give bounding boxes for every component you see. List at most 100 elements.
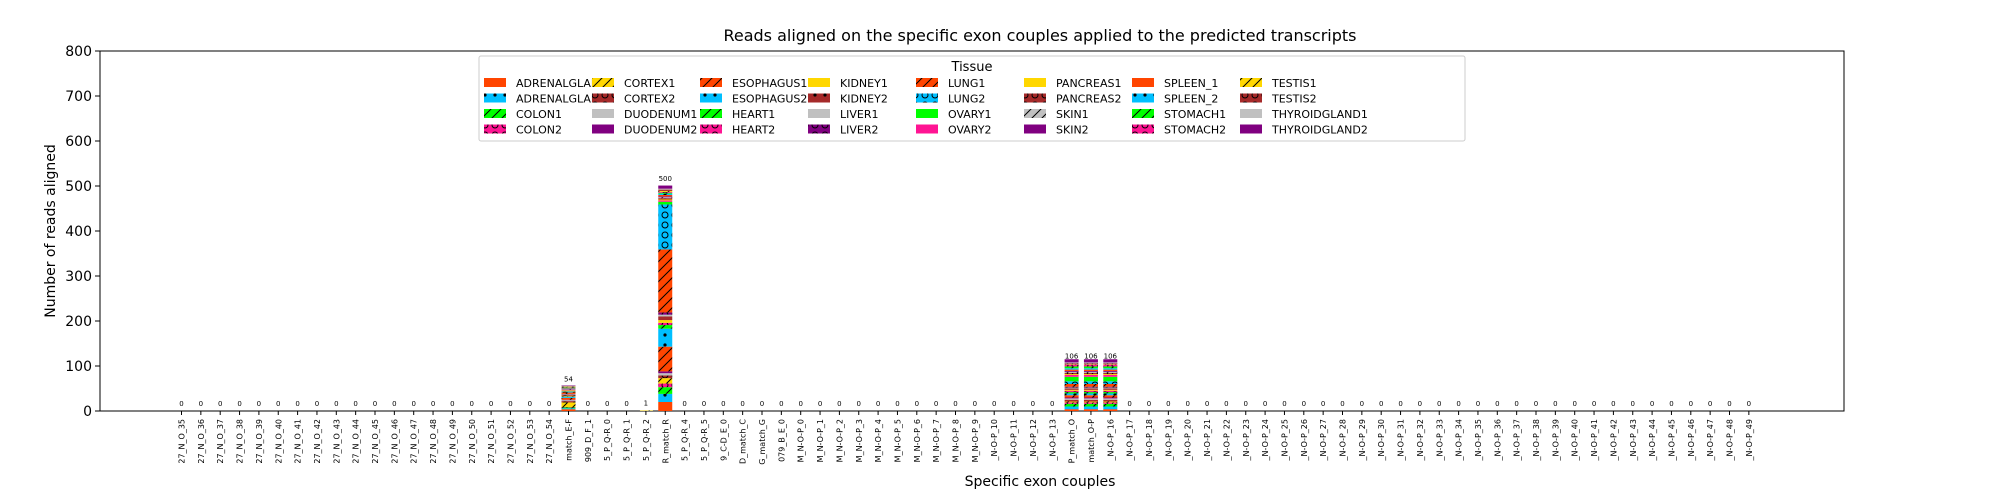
bar-segment — [658, 328, 673, 347]
legend-swatch — [808, 93, 830, 103]
legend-swatch — [484, 124, 506, 134]
legend-swatch — [1132, 78, 1154, 87]
legend-swatch — [916, 109, 938, 118]
legend-label: OVARY2 — [948, 124, 991, 137]
bar-segment — [658, 198, 673, 200]
bar-segment — [561, 397, 576, 400]
bar-segment — [561, 409, 576, 411]
x-tick-label: 27_N_O_35 — [178, 419, 187, 464]
bar-segment — [658, 316, 673, 321]
legend-item: OVARY1 — [916, 108, 991, 121]
bar-segment — [1083, 398, 1098, 400]
total-label: 0 — [276, 400, 280, 408]
legend-swatch — [592, 109, 614, 118]
bar-segment — [1064, 381, 1079, 384]
bar-segment — [1083, 409, 1098, 411]
x-tick-label: _N-O-P_25 — [1280, 419, 1289, 462]
legend-label: ESOPHAGUS1 — [732, 77, 807, 90]
bar-segment — [658, 189, 673, 191]
legend-label: DUODENUM1 — [624, 108, 697, 121]
total-label: 0 — [1379, 400, 1383, 408]
bar-segment — [1103, 384, 1118, 387]
x-tick-label: 27_N_O_39 — [255, 419, 264, 464]
x-tick-label: R_match_R — [661, 419, 670, 464]
legend-label: THYROIDGLAND1 — [1271, 108, 1368, 121]
bar-segment — [1083, 384, 1098, 387]
legend-swatch — [1240, 124, 1262, 134]
legend-label: STOMACH1 — [1164, 108, 1226, 121]
total-label: 0 — [1689, 400, 1693, 408]
bar-segment — [1103, 381, 1118, 384]
total-label: 0 — [1147, 400, 1151, 408]
bar-segment — [1064, 392, 1079, 394]
legend-label: KIDNEY1 — [840, 77, 888, 90]
bar-segment — [1064, 387, 1079, 389]
y-tick-label: 100 — [65, 359, 92, 375]
bar-segment — [658, 393, 673, 402]
total-label: 0 — [586, 400, 590, 408]
legend-label: DUODENUM2 — [624, 124, 697, 137]
bar-segment — [1083, 372, 1098, 375]
total-label: 0 — [624, 400, 628, 408]
x-tick-label: 27_N_O_47 — [410, 419, 419, 464]
bar-segment — [1064, 402, 1079, 404]
x-tick-label: 079_B_E_0 — [777, 419, 786, 462]
bar-segment — [1103, 398, 1118, 400]
bar-segment — [1083, 390, 1098, 393]
total-label: 0 — [605, 400, 609, 408]
legend-item: SPLEEN_2 — [1132, 93, 1218, 106]
total-label: 0 — [1244, 400, 1248, 408]
legend-item: COLON1 — [484, 108, 562, 121]
total-label: 0 — [411, 400, 415, 408]
bar-segment — [1083, 393, 1098, 396]
legend-swatch — [1132, 124, 1154, 134]
total-label: 0 — [1592, 400, 1596, 408]
total-label: 0 — [199, 400, 203, 408]
bar-segment — [1083, 369, 1098, 371]
x-tick-label: _N-O-P_38 — [1532, 419, 1541, 462]
total-label: 0 — [1321, 400, 1325, 408]
legend-item: LIVER1 — [808, 108, 879, 121]
bar-segment — [1103, 369, 1118, 371]
bar-segment — [1083, 402, 1098, 404]
bar-segment — [658, 402, 673, 411]
total-label: 0 — [1360, 400, 1364, 408]
bar-segment — [1064, 372, 1079, 375]
x-tick-label: _N-O-P_30 — [1377, 419, 1386, 462]
legend-label: LIVER2 — [840, 124, 879, 137]
bar-segment — [1103, 368, 1118, 370]
x-tick-label: 5_P_Q-R_1 — [623, 419, 632, 461]
x-axis: 27_N_O_35 27_N_O_36 27_N_O_37 27_N_O_38 27_N… — [178, 411, 1754, 465]
bar-segment — [1103, 374, 1118, 375]
legend-label: HEART2 — [732, 124, 775, 137]
legend-swatch — [700, 78, 722, 87]
x-tick-label: _N-O-P_40 — [1571, 419, 1580, 462]
x-tick-label: G_match_G — [758, 419, 767, 465]
x-tick-label: M_N-O-P_0 — [797, 419, 806, 462]
bar-segment — [1103, 399, 1118, 402]
bar-segment — [1083, 363, 1098, 365]
total-label: 0 — [1340, 400, 1344, 408]
x-tick-label: 27_N_O_41 — [294, 419, 303, 464]
bar-segment — [1083, 387, 1098, 389]
x-tick-label: match_O-P — [1087, 419, 1096, 463]
bar-segment — [1064, 359, 1079, 363]
total-label: 0 — [1418, 400, 1422, 408]
total-label: 0 — [1166, 400, 1170, 408]
bar-segment — [1064, 399, 1079, 402]
legend-label: THYROIDGLAND2 — [1271, 124, 1368, 137]
bar-segment — [1083, 366, 1098, 369]
x-tick-label: _N-O-P_43 — [1629, 419, 1638, 462]
legend-item: LIVER2 — [808, 124, 879, 137]
bar-segment — [1083, 375, 1098, 377]
bar-segment — [1103, 403, 1118, 407]
bar-segment — [1064, 369, 1079, 371]
total-label: 0 — [1224, 400, 1228, 408]
legend-item: COLON2 — [484, 124, 562, 137]
x-tick-label: _N-O-P_21 — [1203, 419, 1212, 462]
bars-layer — [561, 185, 1118, 411]
legend-label: TESTIS2 — [1271, 93, 1317, 106]
total-label: 0 — [1495, 400, 1499, 408]
total-label: 0 — [953, 400, 957, 408]
legend-frame — [478, 55, 1466, 142]
